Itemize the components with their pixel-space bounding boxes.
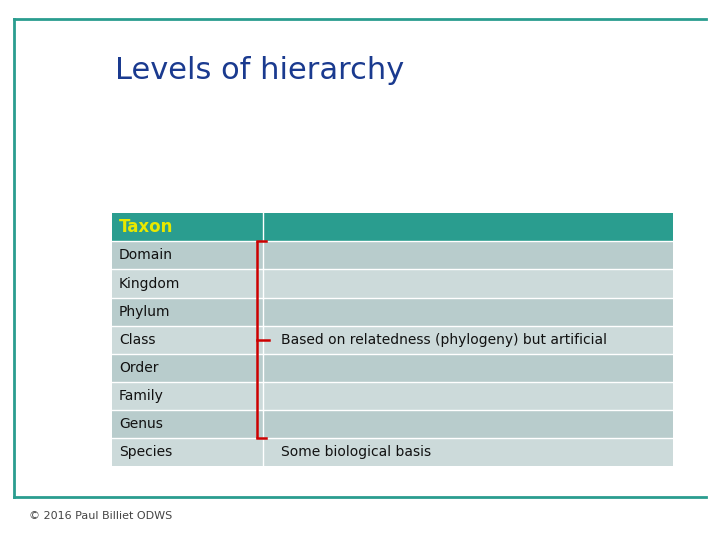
Bar: [112, 269, 673, 298]
Bar: [112, 241, 673, 269]
Text: Family: Family: [119, 389, 163, 403]
Text: Levels of hierarchy: Levels of hierarchy: [115, 56, 405, 85]
Text: Some biological basis: Some biological basis: [281, 445, 431, 459]
Text: Kingdom: Kingdom: [119, 276, 180, 291]
Bar: [112, 326, 673, 354]
Text: Species: Species: [119, 445, 172, 459]
Text: Order: Order: [119, 361, 158, 375]
Text: Domain: Domain: [119, 248, 173, 262]
Text: Genus: Genus: [119, 417, 163, 431]
Bar: [112, 213, 673, 241]
Text: Based on relatedness (phylogeny) but artificial: Based on relatedness (phylogeny) but art…: [281, 333, 607, 347]
Bar: [112, 354, 673, 382]
Bar: [112, 382, 673, 410]
Text: Class: Class: [119, 333, 156, 347]
Bar: [112, 438, 673, 466]
Text: Taxon: Taxon: [119, 218, 174, 237]
Bar: [112, 410, 673, 438]
Text: Phylum: Phylum: [119, 305, 171, 319]
Text: © 2016 Paul Billiet ODWS: © 2016 Paul Billiet ODWS: [29, 511, 172, 521]
Bar: [112, 298, 673, 326]
